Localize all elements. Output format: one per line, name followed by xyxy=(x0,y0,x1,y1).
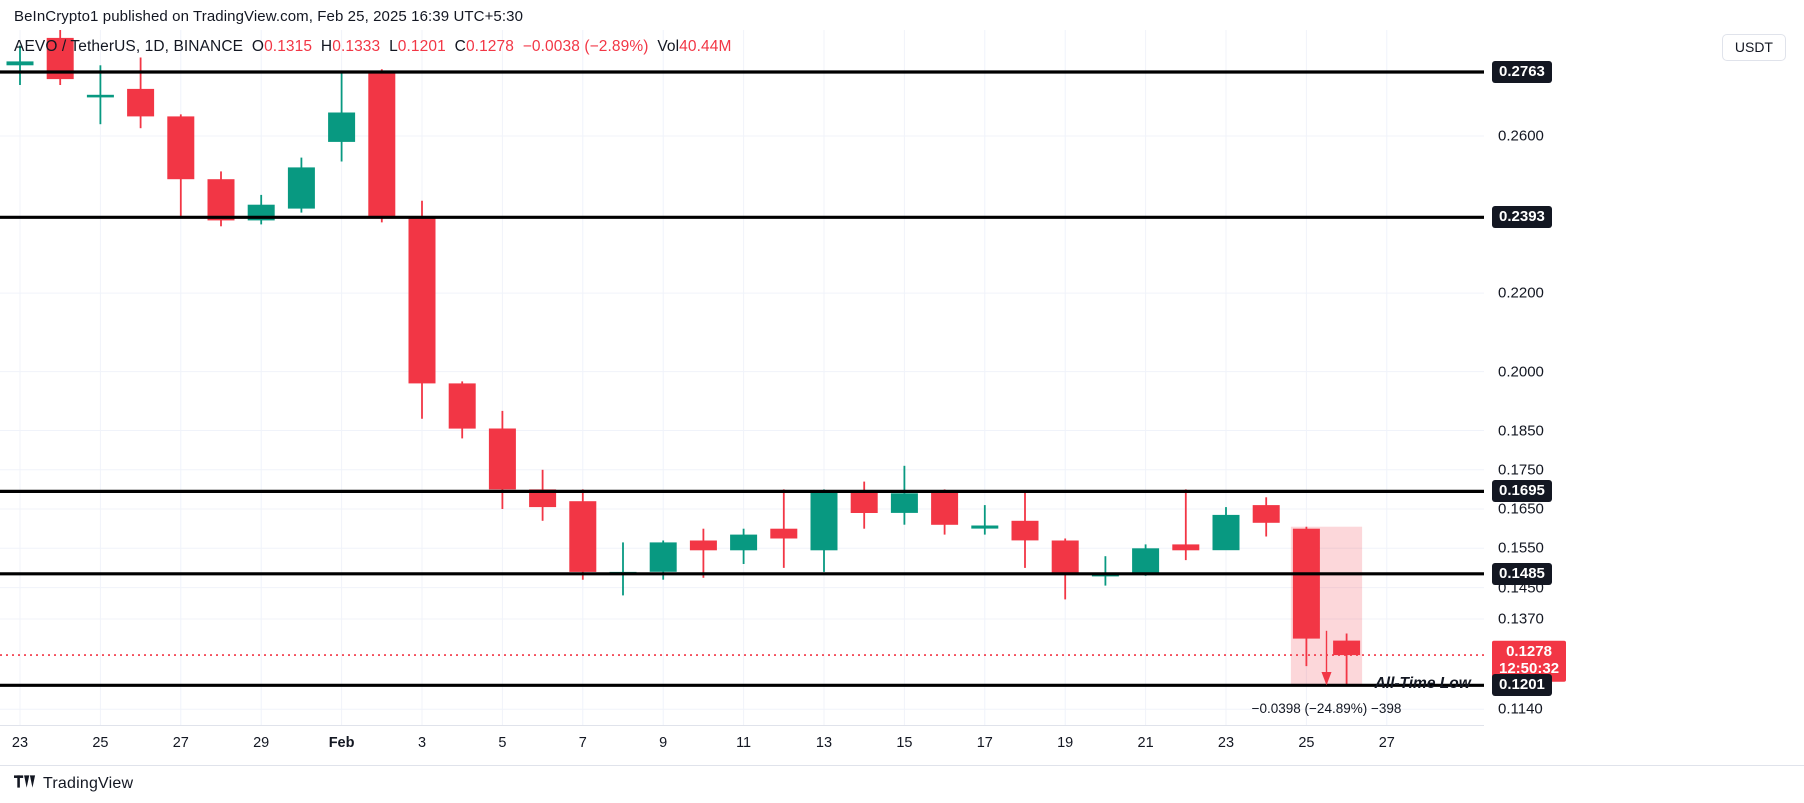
legend-low-label: L xyxy=(389,38,398,55)
legend-high-value: 0.1333 xyxy=(332,38,381,55)
legend-volume-label: Vol xyxy=(657,38,680,55)
time-axis-tick: 29 xyxy=(253,735,270,751)
legend-close-value: 0.1278 xyxy=(465,38,514,55)
time-axis-tick: 19 xyxy=(1057,735,1074,751)
all-time-low-label: All-Time Low xyxy=(1374,675,1471,693)
legend-open-label: O xyxy=(251,38,265,55)
legend-change: −0.0038 (−2.89%) xyxy=(522,38,649,55)
time-axis-tick: 17 xyxy=(976,735,993,751)
chart-footer: TradingView xyxy=(0,765,1804,803)
price-axis-tick: 0.1750 xyxy=(1498,461,1544,479)
price-level-badge[interactable]: 0.1201 xyxy=(1492,674,1552,697)
price-axis-tick: 0.2000 xyxy=(1498,363,1544,381)
price-scale[interactable]: USDT 0.2763 0.2600 0.2393 0.2200 0.2000 0.185… xyxy=(1484,30,1804,725)
price-axis-tick: 0.1370 xyxy=(1498,610,1544,628)
price-axis-tick: 0.2200 xyxy=(1498,284,1544,302)
time-axis-tick: 25 xyxy=(92,735,109,751)
currency-pill[interactable]: USDT xyxy=(1721,34,1786,61)
price-axis-tick: 0.2600 xyxy=(1498,127,1544,145)
time-axis-tick: Feb xyxy=(328,735,355,751)
tradingview-brand[interactable]: TradingView xyxy=(14,774,133,794)
time-axis-tick: 27 xyxy=(1378,735,1395,751)
attribution-text: BeInCrypto1 published on TradingView.com… xyxy=(14,8,524,25)
time-axis-tick: 3 xyxy=(417,735,427,751)
time-axis-tick: 5 xyxy=(498,735,507,751)
time-axis-tick: 7 xyxy=(578,735,587,751)
chart-plot-area[interactable]: All-Time Low −0.0398 (−24.89%) −398 xyxy=(0,30,1484,725)
time-axis-tick: 23 xyxy=(1217,735,1235,751)
time-axis-tick: 13 xyxy=(815,735,833,751)
price-level-badge[interactable]: 0.1485 xyxy=(1492,562,1552,585)
time-axis-tick: 27 xyxy=(172,735,189,751)
legend-volume-value: 40.44M xyxy=(679,38,732,55)
time-axis-tick: 15 xyxy=(896,735,913,751)
legend-low-value: 0.1201 xyxy=(397,38,446,55)
current-price-value: 0.1278 xyxy=(1506,642,1552,660)
time-axis-tick: 23 xyxy=(11,735,29,751)
time-scale[interactable]: 23 25 27 29 Feb 3 5 7 9 11 13 15 17 19 21 23 25 27 xyxy=(0,725,1484,765)
price-axis-tick: 0.1550 xyxy=(1498,539,1544,557)
time-axis-tick: 9 xyxy=(659,735,668,751)
measurement-readout: −0.0398 (−24.89%) −398 xyxy=(1251,701,1402,717)
price-axis-tick: 0.1140 xyxy=(1498,700,1543,718)
price-level-badge[interactable]: 0.2763 xyxy=(1492,61,1552,83)
legend-symbol[interactable]: AEVO / TetherUS, 1D, BINANCE xyxy=(14,38,244,55)
time-axis-tick: 11 xyxy=(736,735,752,751)
legend-close-label: C xyxy=(454,38,466,55)
price-level-badge[interactable]: 0.2393 xyxy=(1492,206,1552,229)
price-level-badge[interactable]: 0.1695 xyxy=(1492,480,1552,503)
legend-high-label: H xyxy=(320,38,333,55)
current-price-countdown: 12:50:32 xyxy=(1499,660,1560,678)
time-axis-tick: 25 xyxy=(1298,735,1315,751)
price-axis-tick: 0.1650 xyxy=(1498,500,1544,518)
chart-legend: AEVO / TetherUS, 1D, BINANCE O0.1315 H0.… xyxy=(14,38,731,56)
tradingview-logo-icon xyxy=(14,774,36,794)
legend-open-value: 0.1315 xyxy=(264,38,313,55)
tradingview-brand-label: TradingView xyxy=(43,775,134,792)
time-axis-tick: 21 xyxy=(1137,735,1154,751)
candlestick-svg xyxy=(0,30,1484,725)
price-axis-tick: 0.1850 xyxy=(1498,422,1544,439)
